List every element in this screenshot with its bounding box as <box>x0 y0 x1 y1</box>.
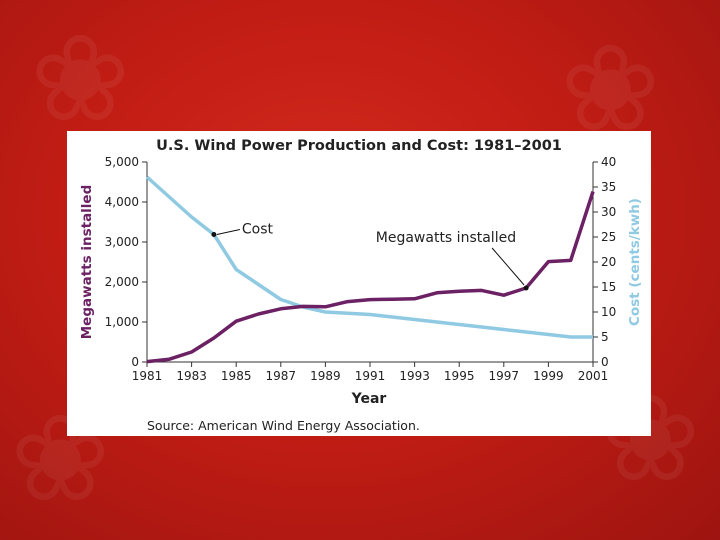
maple-leaf-icon: ❀ <box>30 10 131 149</box>
right-tick-label: 15 <box>601 280 616 294</box>
x-tick-label: 1985 <box>221 369 252 383</box>
series-layer: Cost Megawatts installed <box>145 175 595 364</box>
left-axis-label: Megawatts installed <box>79 185 95 340</box>
right-axis-label: Cost (cents/kwh) <box>627 198 643 326</box>
cost-annotation-leader <box>216 229 241 235</box>
chart-figure: U.S. Wind Power Production and Cost: 198… <box>67 131 651 436</box>
axes: 0 1,000 2,000 3,000 4,000 5,000 0 5 10 15 20 25 30 35… <box>105 155 617 383</box>
right-tick-label: 10 <box>601 305 616 319</box>
x-tick-label: 1993 <box>399 369 430 383</box>
x-axis-label: Year <box>351 391 387 407</box>
x-tick-label: 1989 <box>310 369 341 383</box>
right-tick-label: 25 <box>601 230 616 244</box>
cost-series-line <box>145 175 593 339</box>
cost-annotation-dot <box>211 232 217 237</box>
source-note: Source: American Wind Energy Association… <box>147 418 420 433</box>
megawatts-annotation-dot <box>523 285 529 291</box>
left-tick-label: 3,000 <box>105 235 139 249</box>
left-tick-label: 4,000 <box>105 195 139 209</box>
right-tick-label: 30 <box>601 205 616 219</box>
line-chart: U.S. Wind Power Production and Cost: 198… <box>79 138 643 433</box>
maple-leaf-icon: ❀ <box>560 20 661 159</box>
right-tick-label: 20 <box>601 255 616 269</box>
megawatts-annotation-leader <box>491 247 525 286</box>
right-tick-label: 5 <box>601 330 609 344</box>
x-tick-label: 1997 <box>489 369 520 383</box>
right-tick-label: 40 <box>601 155 616 169</box>
x-tick-label: 1995 <box>444 369 475 383</box>
cost-annotation-label: Cost <box>242 222 274 238</box>
left-tick-label: 2,000 <box>105 275 139 289</box>
megawatts-annotation-label: Megawatts installed <box>376 230 516 246</box>
left-tick-label: 1,000 <box>105 315 139 329</box>
chart-title: U.S. Wind Power Production and Cost: 198… <box>156 138 562 154</box>
x-tick-label: 1981 <box>132 369 163 383</box>
x-tick-label: 1983 <box>176 369 207 383</box>
left-tick-label: 0 <box>131 355 139 369</box>
megawatts-series-line <box>146 191 595 364</box>
right-tick-label: 35 <box>601 180 616 194</box>
x-tick-label: 1987 <box>266 369 297 383</box>
x-tick-label: 1999 <box>533 369 564 383</box>
x-tick-label: 2001 <box>578 369 609 383</box>
right-tick-label: 0 <box>601 355 609 369</box>
x-tick-label: 1991 <box>355 369 386 383</box>
left-tick-label: 5,000 <box>105 155 139 169</box>
